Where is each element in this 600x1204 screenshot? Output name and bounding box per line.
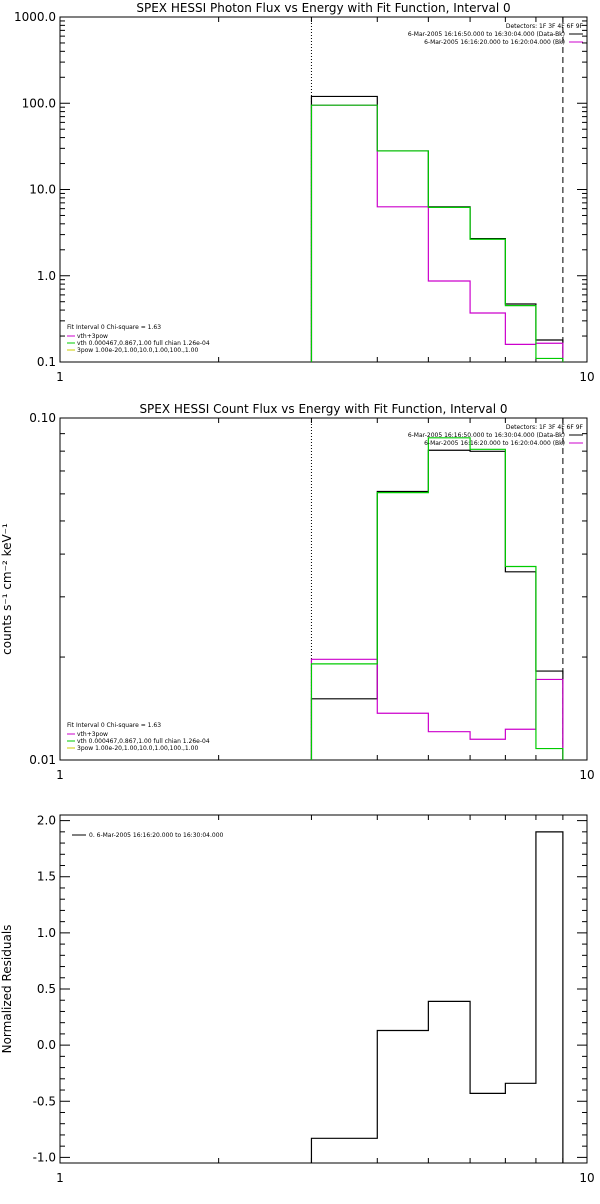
legend-entry: 6-Mar-2005 16:16:50.000 to 16:30:04.000 … [408, 31, 565, 38]
legend-entry: 3pow 1.00e-20,1.00,10.0,1.00,100.,1.00 [77, 347, 198, 354]
series-2-line [310, 658, 564, 760]
y-tick-label: 0.0 [37, 1038, 56, 1052]
y-tick-label: -1.0 [33, 1150, 56, 1164]
plot-frame [59, 417, 588, 761]
series-1-line [310, 831, 564, 1163]
legend-entry: 6-Mar-2005 16:16:20.000 to 16:20:04.000 … [424, 39, 565, 46]
legend-entry: vth 0.000467,0.867,1.00 full chian 1.26e… [77, 738, 210, 745]
x-tick-label: 1 [56, 1171, 64, 1185]
y-tick-label: 0.1 [37, 355, 56, 369]
y-tick-label: -0.5 [33, 1094, 56, 1108]
chart-title: SPEX HESSI Count Flux vs Energy with Fit… [139, 402, 507, 416]
y-axis: 0.01 0.10 [29, 411, 587, 767]
x-tick-label: 1 [56, 370, 64, 384]
series-3-line [310, 437, 564, 760]
y-tick-label: 0.5 [37, 982, 56, 996]
y-axis-label: Normalized Residuals [0, 925, 14, 1054]
series-3-line [310, 104, 564, 362]
x-tick-label: 10 [579, 1171, 594, 1185]
x-tick-label: 10 [579, 370, 594, 384]
x-tick-label: 1 [56, 768, 64, 782]
legend-entry: 3pow 1.00e-20,1.00,10.0,1.00,100.,1.00 [77, 745, 198, 752]
y-tick-label: 10.0 [29, 183, 56, 197]
y-tick-label: 2.0 [37, 814, 56, 828]
y-axis: -1.0 -0.5 0.0 0.5 1.0 1.5 2.0 [33, 814, 587, 1164]
legend-header: Detectors: 1F 3F 4F 6F 9F [506, 424, 584, 431]
y-tick-label: 1.0 [37, 269, 56, 283]
y-tick-label: 0.10 [29, 411, 56, 425]
legend-header: Detectors: 1F 3F 4F 6F 9F [506, 23, 584, 30]
legend-entry: vth 0.000467,0.867,1.00 full chian 1.26e… [77, 340, 210, 347]
y-tick-label: 100.0 [22, 96, 56, 110]
panel-2: SPEX HESSI Count Flux vs Energy with Fit… [0, 402, 595, 782]
legend-header: Fit Interval 0 Chi-square = 1.63 [67, 722, 161, 729]
y-axis: 0.1 1.0 10.0 100.0 1000.0 [14, 10, 587, 369]
y-tick-label: 1.0 [37, 926, 56, 940]
panel-3: 1 10 -1.0 -0.5 0.0 0.5 1.0 1.5 2.0 Normalized Res… [0, 814, 595, 1185]
legend-entry: vth+3pow [77, 333, 108, 340]
series-1-line [310, 449, 564, 760]
panel-1: SPEX HESSI Photon Flux vs Energy with Fi… [14, 1, 595, 384]
legend-entry: 6-Mar-2005 16:16:50.000 to 16:30:04.000 … [408, 432, 565, 439]
y-tick-label: 1000.0 [14, 10, 56, 24]
series-2-line [310, 104, 564, 362]
x-axis: 1 10 [56, 815, 595, 1185]
y-tick-label: 1.5 [37, 870, 56, 884]
x-tick-label: 10 [579, 768, 594, 782]
y-tick-label: 0.01 [29, 753, 56, 767]
chart-title: SPEX HESSI Photon Flux vs Energy with Fi… [136, 1, 510, 15]
legend-entry: 0. 6-Mar-2005 16:16:20.000 to 16:30:04.0… [89, 832, 224, 839]
legend-header: Fit Interval 0 Chi-square = 1.63 [67, 324, 161, 331]
y-axis-label: counts s⁻¹ cm⁻² keV⁻¹ [0, 523, 14, 655]
series-1-line [310, 95, 564, 362]
legend-entry: 6-Mar-2005 16:16:20.000 to 16:20:04.000 … [424, 440, 565, 447]
legend-entry: vth+3pow [77, 731, 108, 738]
plot-frame [59, 16, 588, 363]
plot-frame [59, 814, 588, 1164]
